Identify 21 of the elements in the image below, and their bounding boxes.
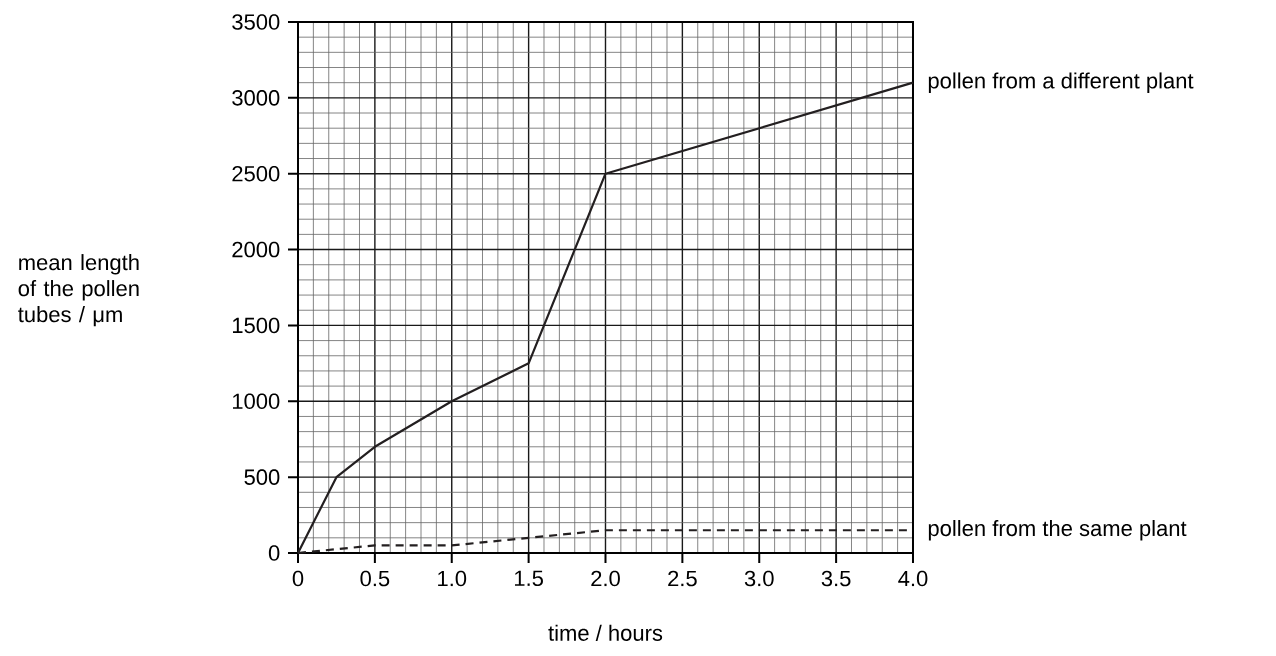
y-tick-label: 0 (268, 545, 280, 561)
x-tick-label: 2.0 (591, 570, 620, 587)
y-tick-label: 1000 (232, 393, 280, 410)
x-tick-label: 4.0 (898, 570, 928, 587)
x-tick-label: 0.5 (360, 570, 390, 587)
x-tick-label: 1.0 (438, 570, 467, 587)
y-tick-label: 1500 (232, 317, 280, 334)
x-tick-label: 2.5 (668, 570, 697, 587)
x-tick-label: 0 (292, 570, 304, 587)
series-label: pollen from a different plant (928, 72, 1194, 93)
y-tick-label: 3500 (232, 14, 280, 30)
y-tick-label: 2500 (232, 165, 280, 182)
x-tick-label: 1.5 (514, 570, 543, 587)
y-tick-label: 3000 (232, 90, 280, 106)
x-tick-label: 3.5 (821, 570, 851, 587)
x-axis-title: time / hours (548, 624, 663, 641)
y-axis-title: mean length of the pollen tubes / μm (18, 254, 139, 327)
x-tick-label: 3.0 (744, 570, 774, 587)
y-tick-label: 2000 (232, 241, 280, 258)
series-label: pollen from the same plant (928, 519, 1187, 541)
y-tick-label: 500 (244, 469, 280, 485)
